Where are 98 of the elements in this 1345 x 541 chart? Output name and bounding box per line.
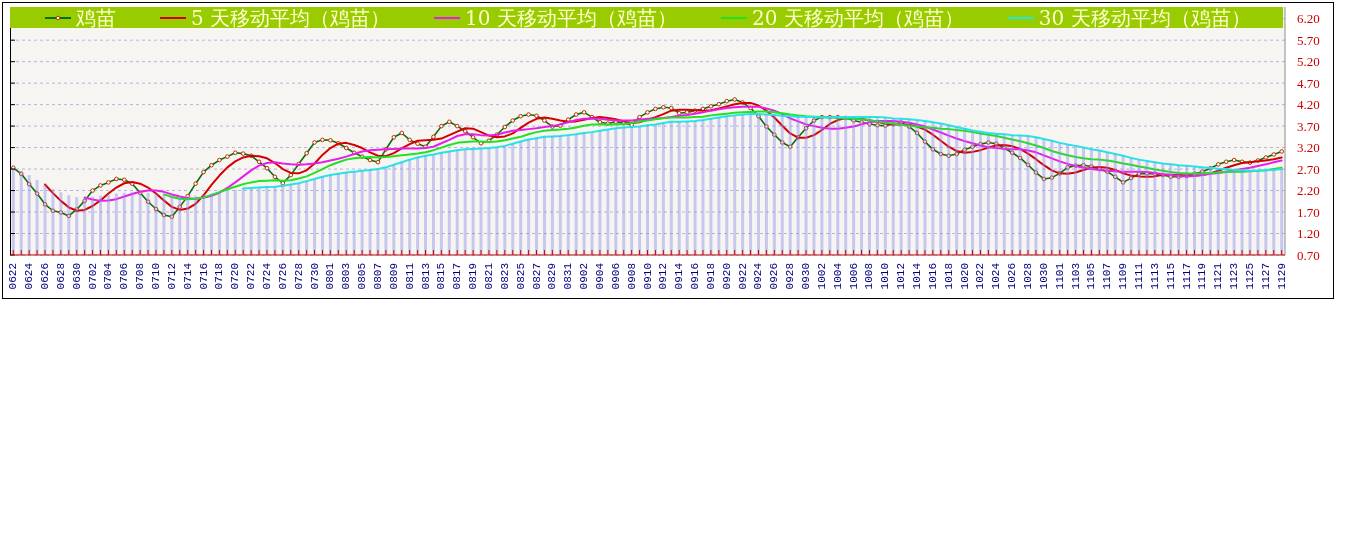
x-tick-label: 0908 [625, 263, 638, 290]
x-tick-label: 1010 [879, 263, 892, 290]
x-tick-label: 0712 [165, 263, 178, 290]
y-tick-label: 5.70 [1297, 32, 1320, 48]
x-tick-label: 1006 [847, 263, 860, 290]
y-tick-label: 5.20 [1297, 54, 1320, 70]
x-tick-label: 0809 [387, 263, 400, 290]
x-tick-label: 1028 [1022, 263, 1035, 290]
x-tick-label: 1109 [1117, 263, 1130, 290]
x-tick-label: 1107 [1101, 263, 1114, 290]
x-tick-label: 0813 [419, 263, 432, 290]
y-tick-label: 1.20 [1297, 226, 1320, 242]
x-tick-label: 1119 [1196, 263, 1209, 290]
x-tick-label: 0702 [86, 263, 99, 290]
x-tick-label: 0626 [39, 263, 52, 290]
x-tick-label: 0801 [324, 262, 337, 290]
x-tick-label: 0916 [689, 263, 702, 290]
x-tick-label: 1113 [1148, 263, 1161, 290]
x-tick-label: 0720 [229, 263, 242, 290]
x-tick-label: 0825 [514, 263, 527, 290]
x-tick-label: 0805 [356, 263, 369, 290]
x-tick-label: 0722 [245, 263, 258, 290]
x-tick-label: 0628 [54, 263, 67, 290]
x-tick-label: 0803 [340, 263, 353, 290]
x-tick-label: 0815 [435, 263, 448, 290]
x-tick-label: 0819 [467, 263, 480, 290]
x-tick-label: 0930 [800, 263, 813, 290]
x-tick-label: 0716 [197, 263, 210, 290]
x-tick-label: 1018 [942, 263, 955, 290]
x-tick-label: 1030 [1037, 263, 1050, 290]
x-tick-label: 0827 [530, 263, 543, 290]
y-tick-label: 6.20 [1297, 11, 1320, 27]
x-tick-label: 0706 [118, 263, 131, 290]
x-tick-label: 1012 [895, 263, 908, 290]
x-tick-label: 1129 [1275, 263, 1288, 290]
x-tick-label: 1115 [1164, 263, 1177, 290]
legend-label: 鸡苗 [75, 6, 116, 30]
x-tick-label: 1105 [1085, 263, 1098, 290]
y-tick-label: 2.20 [1297, 183, 1320, 199]
x-tick-label: 1014 [911, 262, 924, 290]
y-tick-label: 2.70 [1297, 161, 1320, 177]
legend-label: 10 天移动平均（鸡苗） [465, 6, 677, 30]
x-tick-label: 0823 [498, 263, 511, 290]
x-tick-label: 1121 [1212, 262, 1225, 290]
y-tick-label: 4.70 [1297, 75, 1320, 91]
x-tick-label: 1117 [1180, 263, 1193, 290]
x-tick-label: 1123 [1228, 263, 1241, 290]
x-tick-label: 0724 [260, 262, 273, 290]
x-tick-label: 0730 [308, 263, 321, 290]
legend-label: 5 天移动平均（鸡苗） [191, 6, 391, 30]
x-tick-label: 0622 [7, 263, 20, 290]
x-tick-label: 0831 [562, 262, 575, 290]
x-tick-label: 0910 [641, 263, 654, 290]
x-tick-label: 0704 [102, 262, 115, 290]
x-tick-label: 0920 [720, 263, 733, 290]
legend-label: 30 天移动平均（鸡苗） [1038, 6, 1251, 30]
x-tick-label: 1020 [958, 263, 971, 290]
x-tick-label: 0807 [371, 263, 384, 290]
x-tick-label: 0811 [403, 262, 416, 290]
x-tick-label: 1002 [815, 263, 828, 290]
x-tick-label: 0922 [736, 263, 749, 290]
x-tick-label: 0926 [768, 263, 781, 290]
x-tick-label: 0726 [276, 263, 289, 290]
x-tick-label: 0817 [451, 263, 464, 290]
x-tick-label: 0906 [609, 263, 622, 290]
x-tick-label: 1125 [1243, 263, 1256, 290]
x-tick-label: 1103 [1069, 263, 1082, 290]
y-tick-label: 0.70 [1297, 247, 1320, 263]
x-tick-label: 0918 [704, 263, 717, 290]
y-tick-label: 4.20 [1297, 97, 1320, 113]
x-tick-label: 1101 [1053, 262, 1066, 290]
x-tick-label: 1022 [974, 263, 987, 290]
x-tick-label: 0718 [213, 263, 226, 290]
x-tick-label: 0924 [752, 262, 765, 290]
x-tick-label: 1026 [1006, 263, 1019, 290]
x-tick-label: 1024 [990, 262, 1003, 290]
x-tick-label: 1016 [926, 263, 939, 290]
legend-label: 20 天移动平均（鸡苗） [751, 6, 964, 30]
x-tick-label: 0728 [292, 263, 305, 290]
x-tick-label: 0708 [134, 263, 147, 290]
x-tick-label: 0624 [23, 262, 36, 290]
x-tick-label: 1127 [1259, 263, 1272, 290]
x-tick-label: 0710 [150, 263, 162, 290]
x-tick-label: 1111 [1133, 262, 1145, 290]
y-tick-label: 3.20 [1297, 140, 1320, 156]
x-tick-label: 0630 [70, 263, 83, 290]
x-tick-label: 0821 [482, 262, 495, 290]
x-tick-label: 0829 [546, 263, 559, 290]
x-tick-label: 0912 [657, 263, 670, 290]
x-tick-label: 1008 [863, 263, 876, 290]
y-tick-label: 1.70 [1297, 204, 1320, 220]
x-tick-label: 0714 [181, 262, 194, 290]
x-tick-label: 0904 [593, 262, 606, 290]
y-tick-label: 3.70 [1297, 118, 1320, 134]
x-tick-label: 1004 [831, 262, 844, 290]
x-tick-label: 0914 [673, 262, 686, 290]
x-tick-label: 0928 [784, 263, 797, 290]
x-tick-label: 0902 [578, 263, 591, 290]
